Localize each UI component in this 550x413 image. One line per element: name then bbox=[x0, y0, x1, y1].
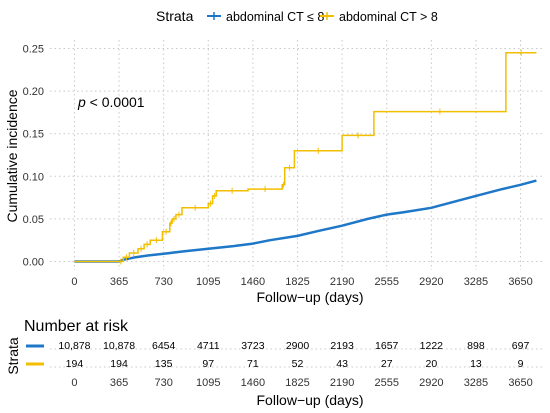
risk-value: 4711 bbox=[197, 340, 220, 352]
risk-x-tick-label: 3650 bbox=[508, 377, 532, 389]
x-tick-label: 3285 bbox=[464, 276, 488, 288]
risk-value: 135 bbox=[155, 358, 173, 370]
y-tick-label: 0.00 bbox=[23, 256, 44, 268]
x-tick-label: 1095 bbox=[196, 276, 220, 288]
series-lines bbox=[74, 49, 537, 265]
risk-value: 71 bbox=[247, 358, 259, 370]
risk-value: 9 bbox=[518, 358, 524, 370]
risk-value: 43 bbox=[336, 358, 348, 370]
legend-item-low: abdominal CT ≤ 8 bbox=[207, 10, 324, 24]
risk-x-tick-label: 730 bbox=[154, 377, 172, 389]
legend-label-low: abdominal CT ≤ 8 bbox=[226, 10, 324, 24]
x-axis-ticks: 0 365 730 1095 1460 1825 2190 2555 2920 3285 3650 bbox=[71, 276, 532, 288]
y-tick-label: 0.05 bbox=[23, 214, 44, 226]
risk-value: 10,878 bbox=[58, 340, 90, 352]
legend-label-high: abdominal CT > 8 bbox=[339, 10, 438, 24]
legend-title: Strata bbox=[156, 8, 194, 24]
risk-value: 194 bbox=[110, 358, 128, 370]
y-axis-label: Cumulative incidence bbox=[4, 89, 20, 222]
risk-table-xlabel: Follow−up (days) bbox=[257, 392, 364, 408]
x-tick-label: 2555 bbox=[374, 276, 398, 288]
series-line-ct-low bbox=[74, 179, 537, 263]
x-tick-label: 1825 bbox=[285, 276, 309, 288]
p-symbol: p bbox=[77, 94, 86, 110]
risk-table-title: Number at risk bbox=[24, 318, 129, 335]
risk-x-tick-label: 2190 bbox=[330, 377, 354, 389]
legend: Strata abdominal CT ≤ 8 abdominal CT > 8 bbox=[156, 8, 438, 24]
x-tick-label: 365 bbox=[110, 276, 128, 288]
risk-x-tick-label: 2555 bbox=[374, 377, 398, 389]
risk-grid bbox=[50, 348, 545, 368]
risk-value: 6454 bbox=[152, 340, 176, 352]
risk-value: 898 bbox=[467, 340, 485, 352]
risk-value: 697 bbox=[512, 340, 530, 352]
risk-value: 194 bbox=[66, 358, 84, 370]
x-axis-label: Follow−up (days) bbox=[257, 289, 364, 305]
risk-row-keys bbox=[26, 344, 44, 366]
risk-table: Number at risk Strata 10,878 10,878 6454 47… bbox=[5, 318, 545, 408]
risk-value: 1657 bbox=[375, 340, 399, 352]
legend-item-high: abdominal CT > 8 bbox=[320, 10, 438, 24]
risk-x-ticks: 0 365 730 1095 1460 1825 2190 2555 2920 3285 3650 bbox=[71, 377, 532, 389]
y-tick-label: 0.25 bbox=[23, 44, 44, 56]
risk-value: 2193 bbox=[330, 340, 354, 352]
p-value: < 0.0001 bbox=[86, 94, 145, 110]
x-tick-label: 730 bbox=[154, 276, 172, 288]
risk-value: 2900 bbox=[286, 340, 310, 352]
x-tick-label: 1460 bbox=[241, 276, 265, 288]
x-tick-label: 2920 bbox=[419, 276, 443, 288]
risk-x-tick-label: 0 bbox=[71, 377, 77, 389]
x-tick-label: 0 bbox=[71, 276, 77, 288]
main-plot: 0.00 0.05 0.10 0.15 0.20 0.25 0 365 730 1095 1460… bbox=[4, 40, 545, 305]
p-value-annotation: p < 0.0001 bbox=[77, 94, 145, 110]
risk-x-tick-label: 2920 bbox=[419, 377, 443, 389]
risk-value: 10,878 bbox=[103, 340, 135, 352]
risk-value: 27 bbox=[381, 358, 393, 370]
y-tick-label: 0.15 bbox=[23, 129, 44, 141]
y-tick-label: 0.20 bbox=[23, 86, 44, 98]
risk-x-tick-label: 3285 bbox=[464, 377, 488, 389]
grid bbox=[50, 40, 545, 270]
risk-value: 20 bbox=[425, 358, 437, 370]
y-tick-label: 0.10 bbox=[23, 171, 44, 183]
x-tick-label: 3650 bbox=[508, 276, 532, 288]
risk-value: 1222 bbox=[420, 340, 444, 352]
risk-value: 52 bbox=[292, 358, 304, 370]
series-line-ct-high bbox=[74, 52, 537, 263]
risk-value: 3723 bbox=[241, 340, 265, 352]
y-axis-ticks: 0.00 0.05 0.10 0.15 0.20 0.25 bbox=[23, 44, 44, 269]
risk-table-ylabel: Strata bbox=[5, 337, 21, 375]
risk-value: 13 bbox=[470, 358, 482, 370]
risk-x-tick-label: 1095 bbox=[196, 377, 220, 389]
risk-values: 10,878 10,878 6454 4711 3723 2900 2193 1657 1222… bbox=[58, 340, 529, 370]
risk-x-tick-label: 1460 bbox=[241, 377, 265, 389]
risk-x-tick-label: 365 bbox=[110, 377, 128, 389]
risk-x-tick-label: 1825 bbox=[285, 377, 309, 389]
x-tick-label: 2190 bbox=[330, 276, 354, 288]
risk-value: 97 bbox=[202, 358, 214, 370]
